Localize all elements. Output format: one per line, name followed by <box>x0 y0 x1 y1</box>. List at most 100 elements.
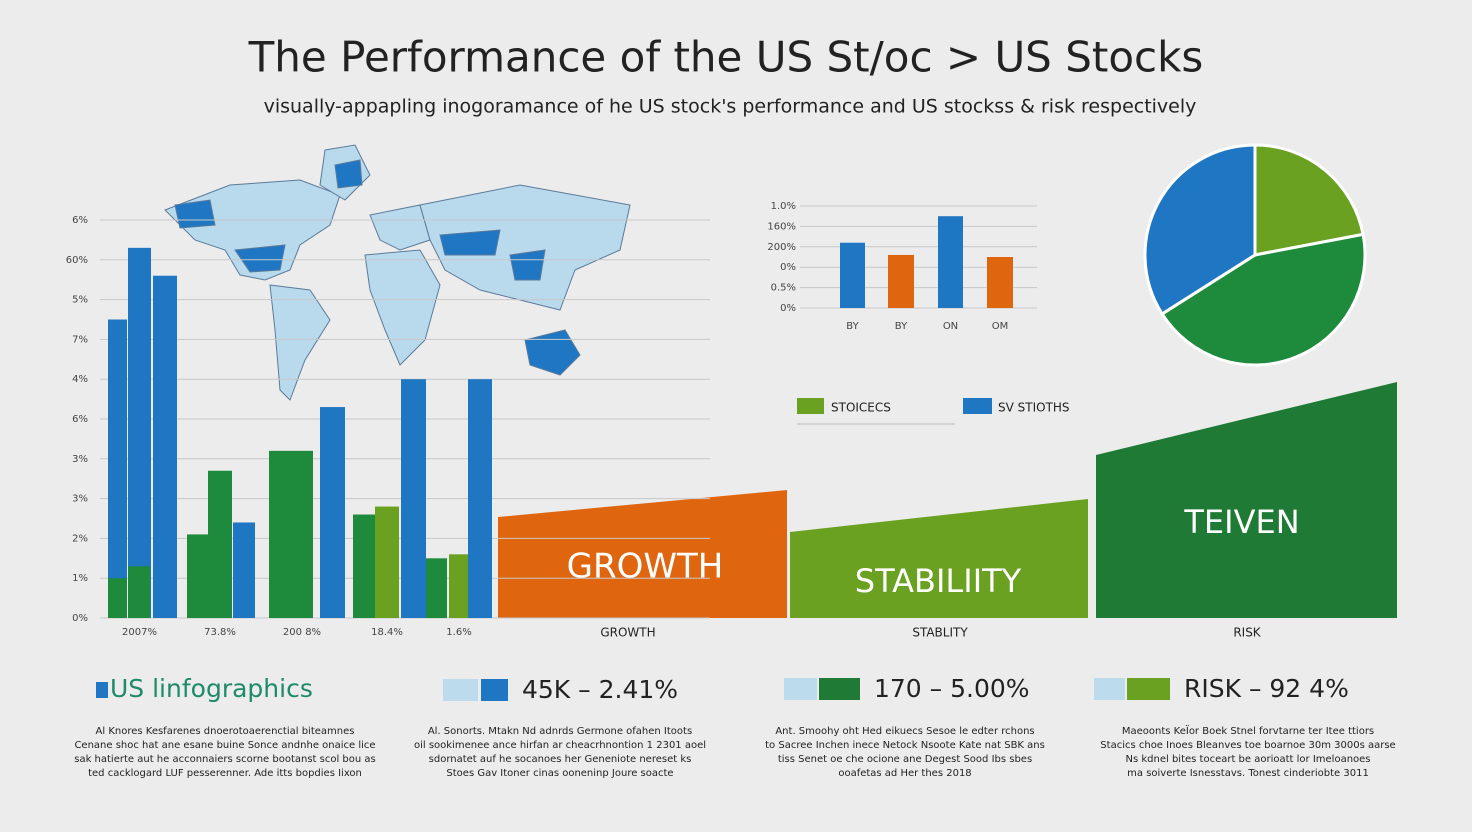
map-region <box>174 199 216 229</box>
bar <box>888 254 914 308</box>
note-line: tiss Senet oe che ocione ane Degest Sood… <box>778 754 1032 765</box>
note-line: Ant. Smoohy oht Hed eikuecs Sesoe le edt… <box>775 726 1034 737</box>
stat-swatch <box>784 678 817 700</box>
subtitle: visually-appapling inogoramance of he US… <box>264 96 1197 118</box>
y-tick-label: 60% <box>66 255 88 266</box>
note-line: ted cacklogard LUF pesserenner. Ade itts… <box>88 768 362 779</box>
bar <box>291 450 313 618</box>
y-tick-label: 0% <box>72 613 88 624</box>
y-tick-label: 2% <box>72 533 88 544</box>
panel-stability <box>790 499 1088 618</box>
y-tick-label: 0% <box>780 262 796 273</box>
y-tick-label: 200% <box>767 242 796 253</box>
panel-risk <box>1096 382 1397 618</box>
stat-swatch <box>443 679 478 701</box>
map-region <box>334 159 363 189</box>
note-line: sdornatet auf he socanoes her Geneniote … <box>429 754 692 765</box>
bar <box>108 578 127 618</box>
note-line: ooafetas ad Her thes 2018 <box>838 768 971 779</box>
x-tick-label: OM <box>992 321 1009 332</box>
bar <box>320 407 345 618</box>
map-australia <box>524 329 581 376</box>
bar <box>108 319 127 618</box>
y-tick-label: 0.5% <box>771 283 796 294</box>
stat: US linfographics <box>110 674 313 703</box>
note-line: Cenane shoc hat ane esane buine Sonce an… <box>74 740 375 751</box>
x-tick-label: BY <box>846 321 859 332</box>
note-line: sak hatierte aut he acconnaiers scorne b… <box>74 754 376 765</box>
bar <box>426 558 447 618</box>
bar <box>840 242 865 308</box>
y-tick-label: 3% <box>72 494 88 505</box>
map-south-america <box>269 284 331 401</box>
panel-growth <box>498 490 787 618</box>
bar <box>468 379 492 618</box>
map-region <box>509 249 546 281</box>
map-region <box>234 244 286 273</box>
y-tick-label: 0% <box>780 303 796 314</box>
x-tick-label: 18.4% <box>371 627 403 638</box>
bar <box>233 522 255 618</box>
note-line: Stacics choe Inoes Bleanves toe boarnoe … <box>1100 740 1395 751</box>
y-tick-label: 3% <box>72 454 88 465</box>
x-tick-label: 73.8% <box>204 627 236 638</box>
bar <box>153 275 177 618</box>
note-line: Maeoonts KeÏor Boek Stnel forvtarne ter … <box>1122 724 1374 737</box>
bar <box>987 257 1013 308</box>
note-line: ma soiverte Isnesstavs. Tonest cinderiob… <box>1127 768 1369 779</box>
note-line: Stoes Gav Itoner cinas ooneninp Joure so… <box>446 768 673 779</box>
y-tick-label: 160% <box>767 221 796 232</box>
legend-label: SV STIOTHS <box>998 401 1070 415</box>
x-tick-label: 2007% <box>122 627 157 638</box>
stat-swatch <box>96 682 108 698</box>
x-tick-label: 1.6% <box>446 627 471 638</box>
panel-label: TEIVEN <box>1183 503 1299 541</box>
y-tick-label: 6% <box>72 215 88 226</box>
y-tick-label: 6% <box>72 414 88 425</box>
panels: GROWTH STABILIITY TEIVEN GROWTH STABLITY… <box>498 382 1397 640</box>
stat-swatch <box>481 679 508 701</box>
panel-label: STABILIITY <box>855 562 1022 600</box>
y-tick-label: 1.0% <box>771 201 796 212</box>
bar <box>353 514 375 618</box>
bar <box>375 506 399 618</box>
bar <box>208 470 232 618</box>
pie-slice <box>1143 143 1257 317</box>
note-line: Al. Sonorts. Mtakn Nd adnrds Germone ofa… <box>428 726 692 737</box>
note-line: oil sookimenee ance hirfan ar cheacrhnon… <box>414 740 706 751</box>
bar <box>187 534 208 618</box>
world-map <box>164 144 631 401</box>
y-tick-label: 4% <box>72 374 88 385</box>
stat-swatch <box>1094 678 1125 700</box>
stat: RISK – 92 4% <box>1184 674 1349 703</box>
legend: STOICECS SV STIOTHS <box>797 398 1070 425</box>
panel-caption: GROWTH <box>600 626 655 640</box>
panel-label: GROWTH <box>567 547 724 587</box>
bar <box>128 247 151 619</box>
stat-swatch <box>819 678 860 700</box>
bar <box>449 554 469 618</box>
map-region <box>439 229 501 256</box>
note-line: to Sacree Inchen inece Netock Nsoote Kat… <box>765 740 1045 751</box>
bar <box>938 216 963 308</box>
y-tick-label: 1% <box>72 573 88 584</box>
panel-caption: RISK <box>1233 626 1261 640</box>
legend-swatch <box>797 398 824 414</box>
x-tick-label: 200 8% <box>283 627 321 638</box>
stat: 45K – 2.41% <box>522 675 678 704</box>
bar <box>269 450 291 618</box>
x-tick-label: ON <box>943 321 958 332</box>
map-africa <box>364 249 441 366</box>
note-line: Ns kdnel bites toceart be aorioatt lor I… <box>1125 754 1370 765</box>
stats: US linfographics 45K – 2.41% 170 – 5.00%… <box>96 674 1349 704</box>
bar <box>128 566 150 618</box>
panel-caption: STABLITY <box>912 626 968 640</box>
note-line: Al Knores Kesfarenes dnoerotoaerenctial … <box>96 726 355 737</box>
y-tick-label: 7% <box>72 334 88 345</box>
pie-slice <box>1160 232 1367 367</box>
y-tick-label: 5% <box>72 295 88 306</box>
bar <box>401 379 426 618</box>
x-tick-label: BY <box>895 321 908 332</box>
